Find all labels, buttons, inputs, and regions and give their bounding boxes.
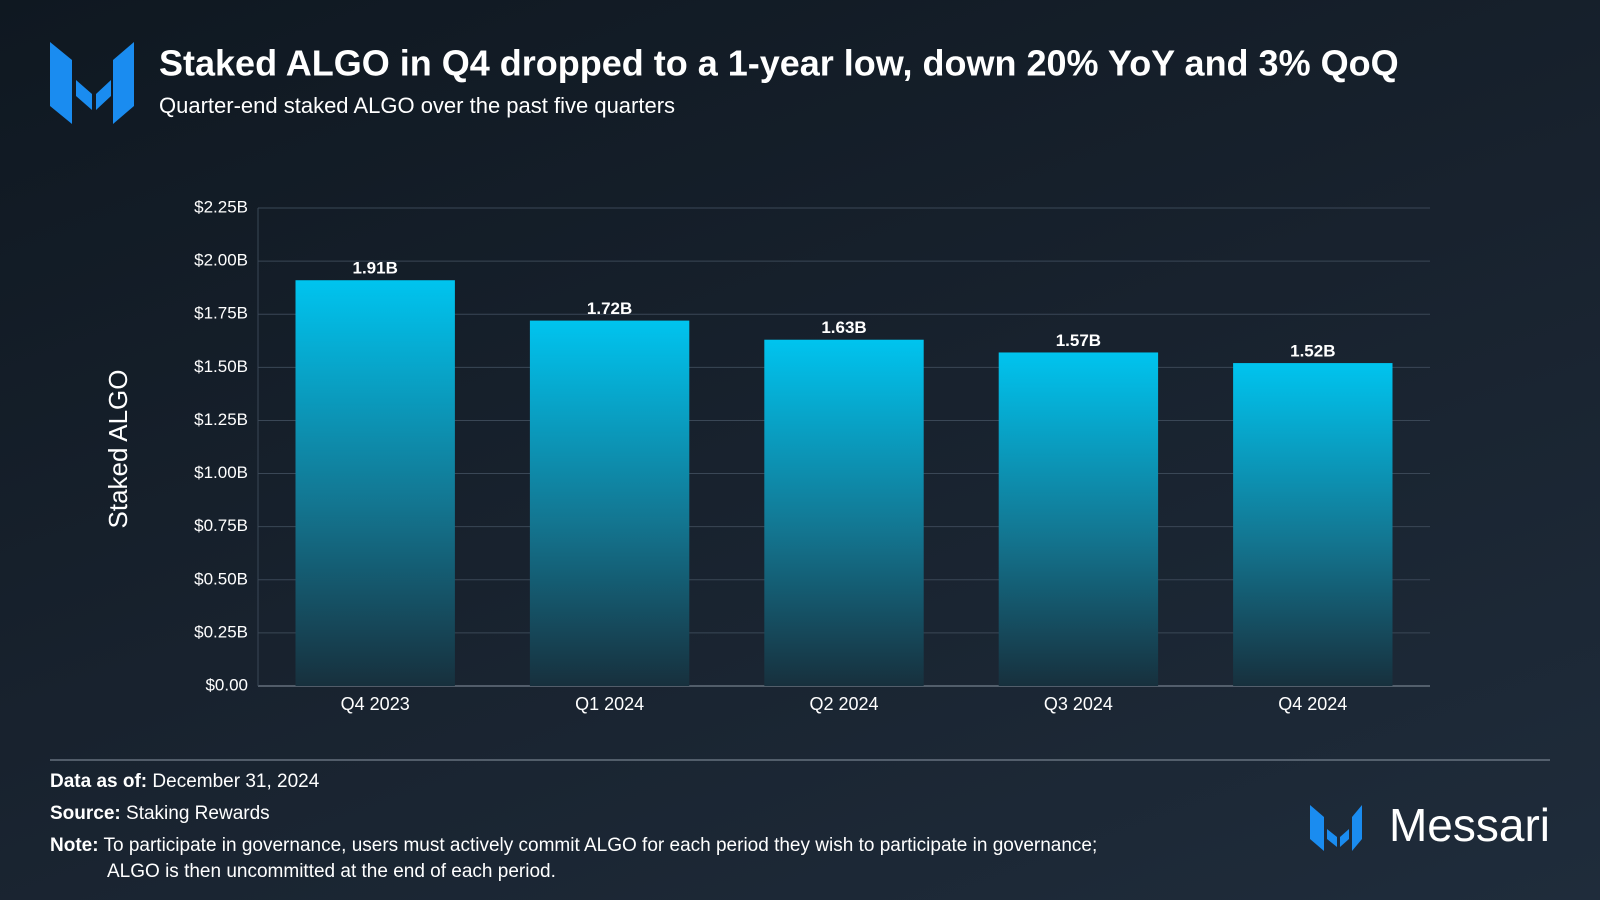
brand-name: Messari <box>1389 799 1550 851</box>
label: Note: <box>50 835 99 856</box>
y-tick-label: $1.75B <box>194 304 248 323</box>
data-label: 1.57B <box>1056 331 1101 350</box>
y-tick-label: $1.50B <box>194 357 248 376</box>
label: Source: <box>50 803 121 824</box>
text: ALGO is then uncommitted at the end of e… <box>107 861 556 882</box>
bar <box>295 280 455 686</box>
bar <box>764 339 924 686</box>
y-tick-label: $1.25B <box>194 410 248 429</box>
data-label: 1.72B <box>587 299 632 318</box>
x-tick-label: Q4 2023 <box>341 694 410 714</box>
y-tick-label: $0.00 <box>205 675 248 694</box>
text: Staking Rewards <box>126 803 270 824</box>
data-as-of: Data as of: December 31, 2024 <box>50 771 319 793</box>
chart-title: Staked ALGO in Q4 dropped to a 1-year lo… <box>159 43 1399 84</box>
brand-logo <box>1310 805 1362 851</box>
bar <box>1233 363 1393 686</box>
data-label: 1.91B <box>353 259 398 278</box>
y-tick-label: $0.75B <box>194 516 248 535</box>
bar <box>529 320 690 686</box>
y-tick-label: $1.00B <box>194 463 248 482</box>
text: December 31, 2024 <box>152 771 320 792</box>
data-label: 1.63B <box>821 318 866 337</box>
y-tick-label: $0.50B <box>194 569 248 588</box>
x-tick-label: Q3 2024 <box>1044 694 1113 714</box>
y-tick-label: $2.00B <box>194 251 248 270</box>
note-line: ALGO is then uncommitted at the end of e… <box>107 861 556 883</box>
data-label: 1.52B <box>1290 342 1335 361</box>
x-tick-label: Q1 2024 <box>575 694 644 714</box>
source: Source: Staking Rewards <box>50 803 270 825</box>
y-tick-label: $2.25B <box>194 197 248 216</box>
note: Note: To participate in governance, user… <box>50 835 1097 857</box>
label: Data as of: <box>50 771 148 792</box>
y-tick-label: $0.25B <box>194 622 248 641</box>
x-tick-label: Q2 2024 <box>809 694 878 714</box>
chart-subtitle: Quarter-end staked ALGO over the past fi… <box>159 93 675 118</box>
x-tick-label: Q4 2024 <box>1278 694 1347 714</box>
text: To participate in governance, users must… <box>103 835 1098 856</box>
bar <box>998 352 1159 686</box>
logo <box>50 42 134 124</box>
y-axis-label: Staked ALGO <box>103 370 133 529</box>
